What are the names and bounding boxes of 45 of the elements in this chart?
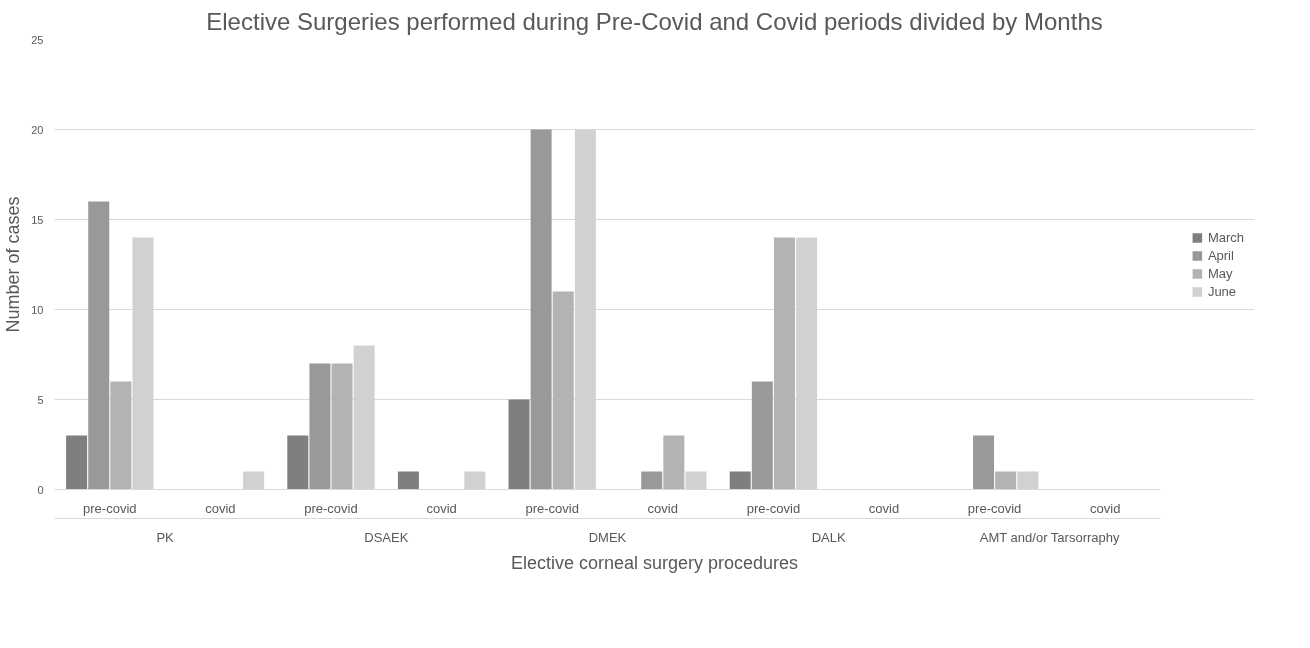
bar: [995, 471, 1017, 490]
bar: [663, 435, 685, 490]
bar: [287, 435, 309, 490]
bar: [530, 129, 552, 490]
bar: [773, 237, 795, 490]
y-tick-label: 0: [37, 483, 44, 496]
bar: [88, 201, 110, 490]
text: AMT and/or Tarsorraphy: [979, 529, 1120, 545]
y-tick-label: 5: [37, 393, 44, 406]
x-tick-label: pre-covid: [525, 500, 579, 516]
bar: [66, 435, 88, 490]
bar: [331, 363, 353, 490]
bar: [751, 381, 773, 490]
chart-title: Elective Surgeries performed during Pre-Covid and Covid periods divided by Months: [206, 7, 1103, 35]
x-tick-label: pre-covid: [746, 500, 801, 516]
text: DALK: [811, 529, 846, 545]
x-tick-label: covid: [868, 500, 900, 516]
legend-label: March: [1207, 229, 1244, 245]
x-axis-title: Elective corneal surgery procedures: [510, 552, 799, 573]
x-tick-label: covid: [205, 500, 236, 516]
x-tick-label: covid: [647, 500, 678, 516]
y-tick-label: 20: [31, 123, 44, 136]
legend-label: April: [1207, 247, 1234, 263]
bar: [309, 363, 331, 490]
bar: [552, 291, 574, 490]
bar: [973, 435, 995, 490]
legend-label: May: [1207, 265, 1233, 281]
y-tick-label: 25: [31, 33, 44, 46]
bar: [397, 471, 419, 490]
legend-label: June: [1207, 283, 1237, 299]
text: PK: [156, 529, 175, 545]
y-axis-title: Number of cases: [3, 196, 24, 333]
bar: [729, 471, 751, 490]
text: DMEK: [588, 529, 627, 545]
bar: [110, 381, 132, 490]
bar: [641, 471, 663, 490]
bar: [508, 399, 530, 490]
y-tick-label: 15: [31, 213, 44, 226]
x-tick-label: pre-covid: [304, 500, 358, 516]
y-tick-label: 10: [31, 303, 44, 316]
x-tick-label: covid: [1090, 500, 1121, 516]
x-tick-label: pre-covid: [967, 500, 1022, 516]
text: DSAEK: [364, 529, 409, 545]
x-tick-label: pre-covid: [83, 500, 137, 516]
x-tick-label: covid: [426, 500, 457, 516]
